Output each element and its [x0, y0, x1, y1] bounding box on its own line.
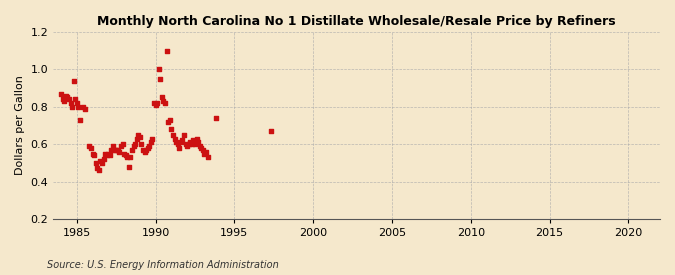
- Point: [95, 159, 106, 163]
- Point: [161, 48, 172, 53]
- Point: [177, 138, 188, 143]
- Point: [67, 104, 78, 109]
- Point: [167, 133, 178, 137]
- Point: [141, 148, 152, 152]
- Point: [128, 144, 139, 148]
- Point: [265, 129, 276, 133]
- Point: [100, 151, 111, 156]
- Point: [157, 95, 167, 100]
- Point: [72, 101, 82, 105]
- Point: [132, 136, 142, 141]
- Point: [117, 142, 128, 146]
- Point: [103, 151, 113, 156]
- Point: [194, 144, 205, 148]
- Point: [191, 136, 202, 141]
- Point: [144, 144, 155, 148]
- Point: [186, 142, 197, 146]
- Point: [151, 103, 161, 107]
- Point: [101, 153, 112, 158]
- Point: [142, 146, 153, 150]
- Point: [169, 136, 180, 141]
- Point: [105, 153, 115, 158]
- Point: [180, 142, 191, 146]
- Point: [74, 118, 85, 122]
- Point: [124, 164, 134, 169]
- Point: [136, 142, 147, 146]
- Point: [148, 101, 159, 105]
- Point: [111, 148, 122, 152]
- Point: [190, 142, 200, 146]
- Point: [115, 144, 126, 148]
- Point: [182, 144, 192, 148]
- Point: [138, 148, 148, 152]
- Point: [109, 148, 120, 152]
- Point: [171, 140, 182, 144]
- Point: [133, 133, 144, 137]
- Point: [172, 142, 183, 146]
- Point: [59, 99, 70, 103]
- Point: [90, 161, 101, 165]
- Point: [202, 155, 213, 160]
- Point: [122, 155, 133, 160]
- Point: [130, 142, 140, 146]
- Point: [84, 144, 95, 148]
- Point: [88, 153, 99, 158]
- Point: [200, 149, 211, 154]
- Point: [119, 151, 130, 156]
- Point: [153, 67, 164, 72]
- Point: [196, 146, 207, 150]
- Point: [114, 149, 125, 154]
- Text: Source: U.S. Energy Information Administration: Source: U.S. Energy Information Administ…: [47, 260, 279, 270]
- Point: [147, 136, 158, 141]
- Point: [198, 148, 209, 152]
- Point: [179, 133, 190, 137]
- Point: [113, 148, 124, 152]
- Title: Monthly North Carolina No 1 Distillate Wholesale/Resale Price by Refiners: Monthly North Carolina No 1 Distillate W…: [97, 15, 616, 28]
- Point: [60, 93, 71, 98]
- Point: [127, 148, 138, 152]
- Point: [160, 101, 171, 105]
- Point: [62, 95, 73, 100]
- Point: [210, 116, 221, 120]
- Point: [68, 78, 79, 83]
- Point: [134, 134, 145, 139]
- Point: [87, 151, 98, 156]
- Point: [184, 142, 194, 146]
- Point: [166, 127, 177, 131]
- Point: [188, 138, 199, 143]
- Point: [120, 153, 131, 158]
- Point: [193, 140, 204, 144]
- Point: [125, 155, 136, 160]
- Point: [106, 148, 117, 152]
- Point: [65, 101, 76, 105]
- Point: [146, 140, 157, 144]
- Point: [139, 149, 150, 154]
- Point: [176, 140, 186, 144]
- Point: [97, 161, 107, 165]
- Point: [152, 101, 163, 105]
- Point: [79, 106, 90, 111]
- Point: [55, 92, 66, 96]
- Y-axis label: Dollars per Gallon: Dollars per Gallon: [15, 76, 25, 175]
- Point: [86, 146, 97, 150]
- Point: [107, 144, 118, 148]
- Point: [165, 118, 176, 122]
- Point: [174, 146, 185, 150]
- Point: [92, 166, 103, 171]
- Point: [57, 97, 68, 101]
- Point: [163, 120, 173, 124]
- Point: [158, 99, 169, 103]
- Point: [199, 151, 210, 156]
- Point: [155, 76, 166, 81]
- Point: [63, 97, 74, 101]
- Point: [98, 157, 109, 161]
- Point: [78, 104, 88, 109]
- Point: [73, 104, 84, 109]
- Point: [93, 168, 104, 172]
- Point: [70, 97, 80, 101]
- Point: [185, 140, 196, 144]
